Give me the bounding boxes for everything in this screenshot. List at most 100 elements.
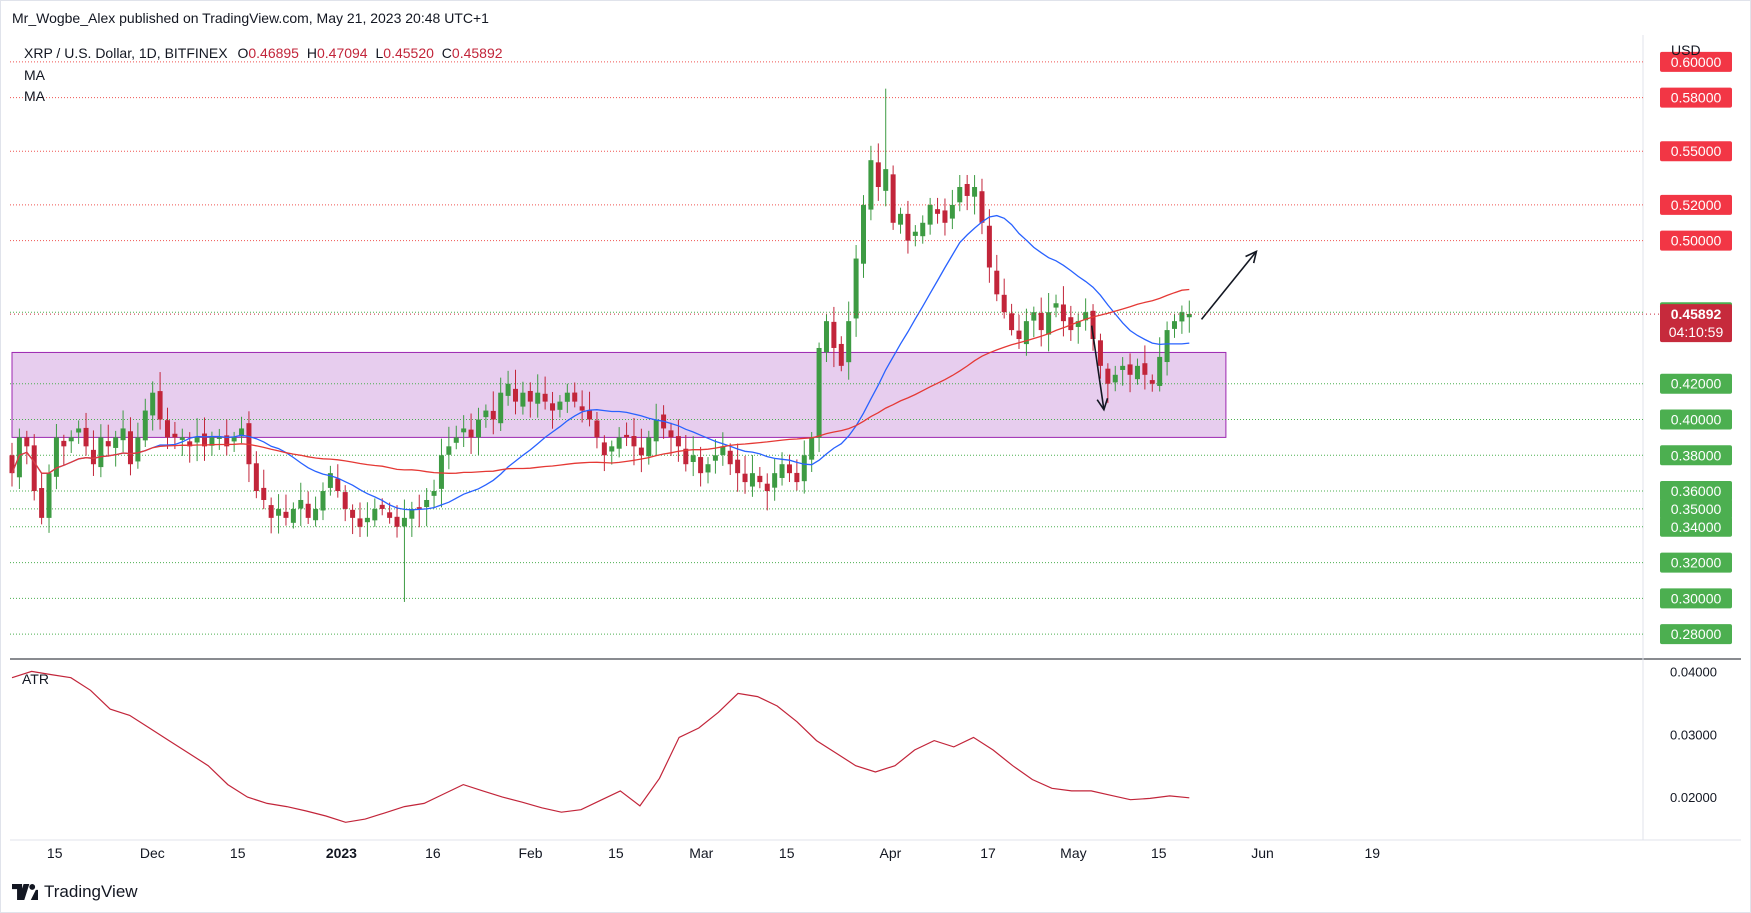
last-price-badge: [1660, 304, 1732, 343]
candle-body: [675, 436, 681, 447]
candle-body: [1060, 304, 1066, 322]
candle-body: [712, 455, 718, 461]
candle-body: [638, 447, 644, 456]
resistance-badge-label: 0.60000: [1671, 54, 1722, 70]
candle-body: [868, 160, 874, 210]
candle-body: [53, 437, 59, 477]
candle-body: [490, 410, 496, 420]
candle-body: [772, 473, 778, 488]
resistance-badge-bg: [1660, 194, 1732, 215]
currency-label: USD: [1671, 42, 1701, 58]
candle-body: [749, 473, 755, 487]
candle-body: [853, 258, 859, 319]
candle-body: [483, 410, 489, 418]
candle-body: [1134, 365, 1140, 380]
consolidation-zone[interactable]: [11, 351, 1227, 438]
tradingview-brand[interactable]: TradingView: [12, 882, 138, 902]
candle-body: [120, 428, 126, 441]
candle-body: [261, 487, 267, 500]
candle-body: [31, 445, 37, 492]
candle-body: [268, 505, 274, 518]
candle-body: [298, 499, 304, 509]
candle-body: [646, 437, 652, 457]
candle-body: [46, 473, 52, 518]
ma-slow-line: [11, 288, 1190, 474]
time-tick-label: 2023: [326, 845, 357, 861]
candle-body: [83, 427, 89, 447]
candle-body: [801, 455, 807, 482]
time-tick-label: 16: [425, 845, 441, 861]
arrow-shaft: [1090, 325, 1105, 410]
support-badge-label: 0.40000: [1671, 412, 1722, 428]
candle-body: [172, 433, 178, 438]
support-badge-bg: [1660, 409, 1732, 430]
candle-body: [438, 455, 444, 489]
legend-ma-2[interactable]: MA: [24, 88, 46, 104]
candle-body: [1186, 313, 1192, 318]
atr-label[interactable]: ATR: [22, 671, 49, 687]
candle-body: [927, 204, 933, 225]
candle-body: [105, 441, 111, 447]
atr-tick-label: 0.04000: [1670, 664, 1717, 679]
countdown-label: 04:10:59: [1669, 324, 1724, 340]
candlestick-series: [9, 88, 1192, 602]
drawing-arrows[interactable]: [1090, 249, 1258, 412]
candle-body: [283, 511, 289, 518]
time-axis-labels: 15 Dec 15 2023 16 Feb 15 Mar 15 Apr 17 May 15 Jun 19: [47, 845, 1380, 861]
candle-body: [142, 410, 148, 441]
atr-series: [11, 670, 1190, 823]
support-badge-label: 0.30000: [1671, 590, 1722, 606]
horizontal-levels: [10, 61, 1643, 635]
candle-body: [290, 508, 296, 523]
candle-body: [39, 488, 45, 518]
support-badge-label: 0.34000: [1671, 519, 1722, 535]
arrow-shaft: [1200, 250, 1258, 320]
ma-fast-line: [11, 214, 1190, 511]
candle-body: [68, 437, 74, 442]
resistance-badge-bg: [1660, 230, 1732, 251]
legend-low-value: 0.45520: [383, 45, 434, 61]
time-tick-label: 17: [980, 845, 996, 861]
resistance-badge-label: 0.50000: [1671, 233, 1722, 249]
candle-body: [431, 491, 437, 496]
candle-body: [794, 472, 800, 483]
candle-body: [505, 383, 511, 396]
candle-body: [164, 420, 170, 438]
time-tick-label: 15: [779, 845, 795, 861]
support-badge-bg: [1660, 445, 1732, 466]
legend-close-label: C: [442, 45, 452, 61]
candle-body: [698, 457, 704, 474]
tradingview-logo-icon: [12, 884, 38, 900]
candle-body: [364, 517, 370, 523]
candle-body: [1016, 330, 1022, 340]
candle-body: [809, 437, 815, 460]
candle-body: [890, 174, 896, 223]
candle-body: [994, 270, 1000, 295]
candle-body: [16, 437, 22, 478]
moving-averages: [11, 214, 1190, 511]
candle-body: [564, 392, 570, 402]
candle-body: [920, 222, 926, 237]
candle-body: [239, 428, 245, 437]
support-badge-bg: [1660, 516, 1732, 537]
candle-body: [350, 509, 356, 518]
candle-body: [1090, 310, 1096, 340]
legend-open-label: O: [237, 45, 248, 61]
candle-body: [520, 392, 526, 407]
candle-body: [823, 321, 829, 353]
legend-ma-1[interactable]: MA: [24, 67, 46, 83]
price-axis-badges: 0.600000.580000.550000.520000.500000.460…: [10, 51, 1732, 645]
candle-body: [986, 225, 992, 268]
candle-body: [446, 446, 452, 455]
support-badge-label: 0.36000: [1671, 483, 1722, 499]
support-badge-label: 0.38000: [1671, 447, 1722, 463]
legend-symbol[interactable]: XRP / U.S. Dollar, 1D, BITFINEX O0.46895…: [24, 45, 503, 61]
candle-body: [202, 433, 208, 447]
candle-body: [542, 393, 548, 402]
candle-body: [846, 321, 852, 363]
candle-body: [246, 423, 252, 465]
candle-body: [624, 434, 630, 438]
candle-body: [1127, 364, 1133, 375]
legend-low-label: L: [375, 45, 383, 61]
